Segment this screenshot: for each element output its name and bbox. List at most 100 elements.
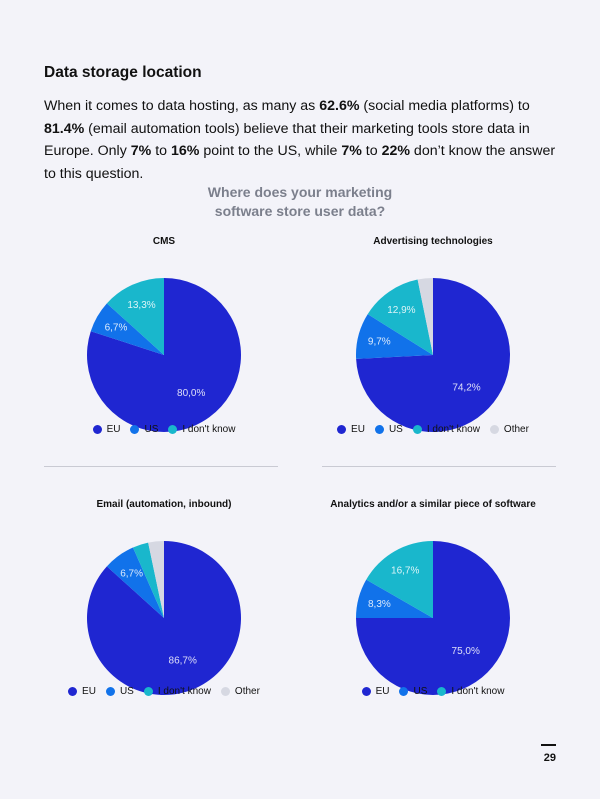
- pie-slice-other: [148, 541, 164, 618]
- legend-email: EU US I don't know Other: [14, 686, 314, 697]
- legend-swatch: [105, 687, 115, 696]
- data-label-i-don-t-know: 12,9%: [387, 305, 415, 316]
- chart-panel-analytics: Analytics and/or a similar piece of soft…: [283, 499, 583, 709]
- legend-label: EU: [375, 686, 390, 697]
- legend-item-i-don-t-know: I don't know: [168, 424, 235, 435]
- pie-slice-i-don-t-know: [132, 542, 164, 618]
- pie-slice-us: [356, 579, 433, 618]
- paragraph-text: point to the US, while: [199, 143, 342, 159]
- legend-swatch: [68, 687, 78, 696]
- legend-swatch: [374, 425, 384, 434]
- figure-title-line-1: Where does your marketing: [207, 184, 393, 200]
- legend-item-eu: EU: [337, 424, 365, 435]
- pie-slice-i-don-t-know: [367, 279, 433, 355]
- legend-cms: EU US I don't know: [14, 424, 314, 435]
- legend-label: Other: [503, 424, 529, 435]
- legend-swatch: [143, 687, 153, 696]
- legend-label: I don't know: [182, 424, 236, 435]
- legend-advertising: EU US I don't know Other: [283, 424, 583, 435]
- legend-label: US: [388, 424, 403, 435]
- legend-item-i-don-t-know: I don't know: [412, 424, 480, 435]
- data-label-us: 8,3%: [368, 599, 391, 610]
- chart-panel-advertising: Advertising technologies 74,2% 9,7% 12,9% …: [283, 236, 583, 446]
- legend-item-us: US: [130, 424, 158, 435]
- pie-slice-us: [90, 303, 164, 355]
- data-label-eu: 80,0%: [177, 388, 205, 399]
- figure-title: Where does your marketing software store…: [0, 183, 600, 221]
- legend-label: Other: [234, 686, 260, 697]
- chart-title-cms: CMS: [152, 236, 176, 247]
- paragraph-emphasis: 81.4%: [44, 120, 85, 137]
- paragraph-text: to: [361, 143, 382, 159]
- data-label-us: 9,7%: [368, 337, 391, 348]
- pie-slice-i-don-t-know: [366, 541, 433, 618]
- data-label-i-don-t-know: 16,7%: [391, 566, 419, 577]
- legend-swatch: [92, 425, 102, 434]
- chart-panel-cms: CMS 80,0% 6,7% 13,3% EU US I don't know: [14, 236, 314, 446]
- data-label-us: 6,7%: [105, 323, 128, 334]
- pie-chart-advertising: 74,2% 9,7% 12,9%: [356, 278, 511, 432]
- data-label-eu: 86,7%: [169, 656, 197, 667]
- legend-swatch: [168, 425, 178, 434]
- paragraph-emphasis: 7%: [130, 143, 152, 159]
- chart-title-analytics: Analytics and/or a similar piece of soft…: [330, 499, 536, 510]
- data-label-i-don-t-know: 13,3%: [127, 300, 155, 311]
- legend-item-i-don-t-know: I don't know: [143, 686, 211, 697]
- page-number-rule: [541, 744, 556, 746]
- legend-swatch: [361, 687, 371, 696]
- pie-chart-email: 86,7% 6,7%: [87, 541, 242, 695]
- legend-label: US: [144, 424, 159, 435]
- legend-swatch: [399, 687, 409, 696]
- legend-swatch: [489, 425, 499, 434]
- chart-title-advertising: Advertising technologies: [373, 236, 493, 247]
- legend-swatch: [220, 687, 230, 696]
- legend-label: I don't know: [157, 686, 211, 697]
- legend-analytics: EU US I don't know: [283, 686, 583, 697]
- pie-slice-other: [417, 278, 433, 355]
- legend-label: US: [119, 686, 134, 697]
- legend-label: I don't know: [451, 686, 505, 697]
- pie-chart-analytics: 75,0% 8,3% 16,7%: [356, 541, 510, 695]
- legend-item-us: US: [105, 686, 134, 697]
- section-heading: Data storage location: [44, 64, 202, 81]
- figure-title-line-2: software store user data?: [214, 203, 386, 219]
- legend-label: US: [413, 686, 428, 697]
- legend-item-eu: EU: [361, 686, 390, 697]
- paragraph-text: (social media platforms) to: [359, 98, 530, 114]
- legend-item-other: Other: [220, 686, 260, 697]
- paragraph-emphasis: 7%: [341, 143, 362, 159]
- chart-panel-email: Email (automation, inbound) 86,7% 6,7% EU…: [14, 499, 314, 709]
- legend-swatch: [437, 687, 447, 696]
- legend-label: EU: [82, 686, 96, 697]
- paragraph-emphasis: 16%: [170, 143, 200, 159]
- divider-left: [44, 466, 278, 467]
- legend-swatch: [130, 425, 140, 434]
- legend-label: I don't know: [426, 424, 480, 435]
- chart-title-email: Email (automation, inbound): [96, 499, 232, 510]
- legend-item-eu: EU: [68, 686, 96, 697]
- page-number: 29: [543, 752, 556, 764]
- paragraph-text: to: [151, 143, 171, 159]
- data-label-eu: 75,0%: [452, 646, 480, 657]
- pie-slice-us: [106, 547, 164, 618]
- paragraph-text: don’t know the answer to this question.: [44, 143, 556, 182]
- legend-item-i-don-t-know: I don't know: [437, 686, 504, 697]
- intro-paragraph: When it comes to data hosting, as many a…: [44, 95, 564, 185]
- pie-chart-cms: 80,0% 6,7% 13,3%: [87, 278, 242, 432]
- legend-swatch: [412, 425, 422, 434]
- legend-label: EU: [351, 424, 365, 435]
- paragraph-emphasis: 62.6%: [319, 98, 360, 114]
- data-label-eu: 74,2%: [452, 382, 480, 393]
- paragraph-text: When it comes to data hosting, as many a…: [44, 98, 320, 114]
- pie-slice-i-don-t-know: [106, 278, 164, 355]
- legend-label: EU: [106, 424, 121, 435]
- pie-slice-eu: [87, 278, 242, 432]
- pie-slice-us: [356, 314, 433, 359]
- legend-swatch: [337, 425, 347, 434]
- legend-item-other: Other: [489, 424, 529, 435]
- legend-item-eu: EU: [92, 424, 121, 435]
- data-label-us: 6,7%: [120, 569, 143, 580]
- legend-item-us: US: [399, 686, 427, 697]
- paragraph-emphasis: 22%: [381, 143, 410, 159]
- divider-right: [322, 466, 556, 467]
